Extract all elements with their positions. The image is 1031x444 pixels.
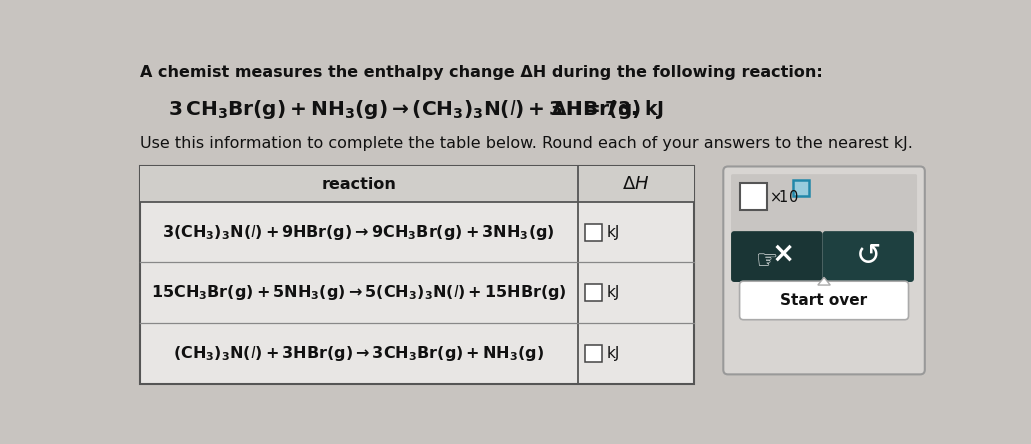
Text: ☞: ☞: [757, 249, 778, 273]
Text: kJ: kJ: [606, 346, 620, 361]
Text: $\mathbf{\Delta H = 73.\,kJ}$: $\mathbf{\Delta H = 73.\,kJ}$: [552, 98, 664, 121]
FancyBboxPatch shape: [724, 166, 925, 374]
FancyBboxPatch shape: [586, 345, 602, 362]
FancyBboxPatch shape: [739, 281, 908, 320]
Text: Start over: Start over: [780, 293, 868, 308]
Text: ↺: ↺: [856, 242, 880, 271]
Text: kJ: kJ: [606, 225, 620, 240]
FancyBboxPatch shape: [586, 284, 602, 301]
FancyBboxPatch shape: [823, 231, 913, 282]
Polygon shape: [818, 278, 830, 285]
FancyBboxPatch shape: [731, 231, 823, 282]
FancyBboxPatch shape: [140, 166, 694, 202]
Text: $\mathbf{15CH_3Br(g) + 5NH_3(g) \rightarrow 5(CH_3)_3N(\mathit{l}) + 15HBr(g)}$: $\mathbf{15CH_3Br(g) + 5NH_3(g) \rightar…: [151, 283, 567, 302]
Text: kJ: kJ: [606, 285, 620, 300]
FancyBboxPatch shape: [740, 183, 767, 210]
FancyBboxPatch shape: [140, 166, 694, 384]
Text: A chemist measures the enthalpy change ΔH during the following reaction:: A chemist measures the enthalpy change Δ…: [140, 65, 823, 80]
Text: $\mathbf{3\,CH_3Br(g) + NH_3(g) \rightarrow (CH_3)_3N(\mathit{l}) + 3\,HBr(g)}$: $\mathbf{3\,CH_3Br(g) + NH_3(g) \rightar…: [168, 98, 640, 121]
Text: $\mathbf{3(CH_3)_3N(\mathit{l}) + 9HBr(g) \rightarrow 9CH_3Br(g) + 3NH_3(g)}$: $\mathbf{3(CH_3)_3N(\mathit{l}) + 9HBr(g…: [162, 223, 555, 242]
Text: Use this information to complete the table below. Round each of your answers to : Use this information to complete the tab…: [140, 136, 912, 151]
Text: $\times\!10$: $\times\!10$: [769, 189, 799, 205]
Text: reaction: reaction: [322, 177, 396, 192]
FancyBboxPatch shape: [731, 174, 917, 233]
Text: ×: ×: [771, 239, 795, 267]
Text: $\mathbf{(CH_3)_3N(\mathit{l}) + 3HBr(g) \rightarrow 3CH_3Br(g) + NH_3(g)}$: $\mathbf{(CH_3)_3N(\mathit{l}) + 3HBr(g)…: [173, 344, 544, 363]
Text: $\Delta H$: $\Delta H$: [622, 175, 650, 193]
FancyBboxPatch shape: [793, 180, 808, 196]
FancyBboxPatch shape: [586, 224, 602, 241]
